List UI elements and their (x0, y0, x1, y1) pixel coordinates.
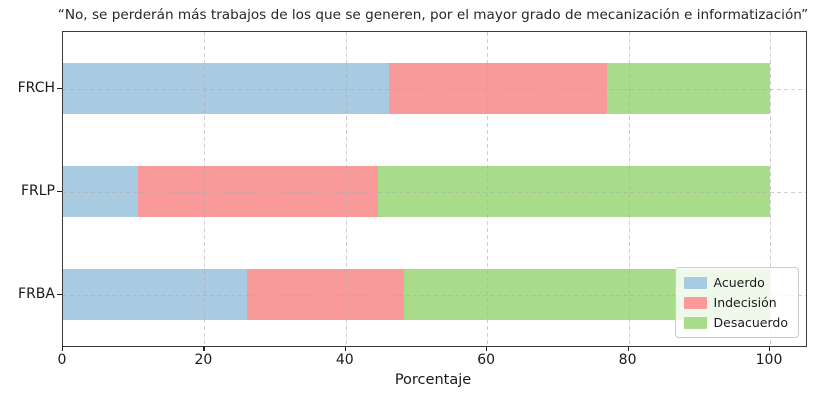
gridline-x-80 (628, 32, 630, 346)
indecision-swatch-icon (683, 296, 707, 309)
gridline-x-40 (345, 32, 347, 346)
legend: Acuerdo Indecisión Desacuerdo (674, 267, 799, 338)
x-tick-mark-80 (627, 346, 629, 351)
y-tick-label-frba: FRBA (18, 285, 55, 302)
gridline-y-frch (63, 88, 806, 90)
x-tick-mark-40 (344, 346, 346, 351)
x-axis-label: Porcentaje (394, 372, 472, 388)
gridline-x-20 (204, 32, 206, 346)
x-tick-mark-100 (769, 346, 771, 351)
x-tick-mark-0 (62, 346, 64, 351)
legend-label-acuerdo: Acuerdo (713, 275, 765, 290)
y-tick-label-frlp: FRLP (20, 182, 55, 199)
x-tick-label-100: 100 (755, 352, 783, 368)
y-tick-mark-frba (57, 293, 62, 295)
x-tick-mark-20 (203, 346, 205, 351)
x-tick-label-80: 80 (618, 352, 637, 368)
gridline-y-frba (63, 294, 806, 296)
x-tick-label-20: 20 (194, 352, 213, 368)
legend-item-indecision: Indecisión (683, 294, 788, 311)
y-tick-label-frch: FRCH (17, 79, 55, 96)
x-tick-label-40: 40 (335, 352, 354, 368)
legend-label-indecision: Indecisión (713, 295, 777, 310)
y-tick-mark-frch (57, 87, 62, 89)
legend-item-desacuerdo: Desacuerdo (683, 314, 788, 331)
legend-item-acuerdo: Acuerdo (683, 274, 788, 291)
gridline-x-100 (770, 32, 771, 346)
chart-title: “No, se perderán más trabajos de los que… (57, 7, 809, 23)
gridline-x-60 (487, 32, 489, 346)
x-tick-label-60: 60 (477, 352, 496, 368)
plot-area: Acuerdo Indecisión Desacuerdo (62, 31, 807, 347)
y-tick-mark-frlp (57, 190, 62, 192)
x-tick-mark-60 (486, 346, 488, 351)
acuerdo-swatch-icon (683, 276, 707, 289)
desacuerdo-swatch-icon (683, 316, 707, 329)
x-tick-label-0: 0 (57, 352, 67, 368)
legend-label-desacuerdo: Desacuerdo (713, 315, 788, 330)
gridline-y-frlp (63, 191, 806, 193)
